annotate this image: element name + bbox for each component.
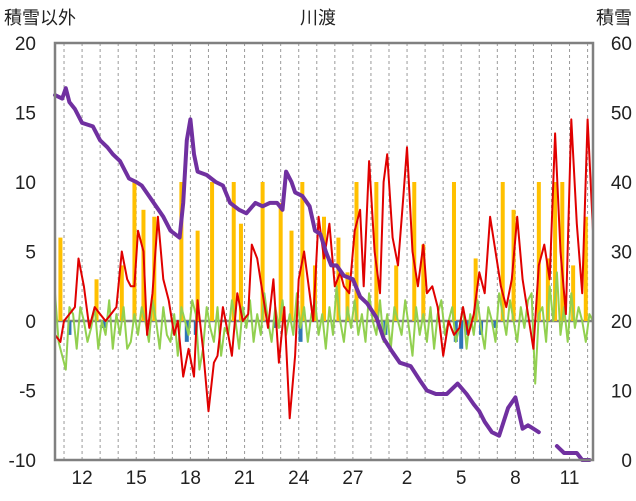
precipitation-bar [553, 182, 558, 321]
left-tick-label: -10 [9, 451, 36, 472]
right-tick-label: 60 [611, 34, 632, 55]
right-tick-label: 0 [621, 451, 632, 472]
plot-border [53, 41, 595, 462]
snowfall-bar [67, 321, 72, 335]
snowfall-bar [459, 321, 464, 349]
precipitation-bar [260, 182, 265, 321]
precipitation-bar [278, 202, 283, 321]
precipitation-bar [500, 182, 505, 321]
x-tick-label: 5 [456, 468, 467, 489]
precipitation-bar [473, 258, 478, 321]
x-tick-label: 27 [342, 468, 363, 489]
snow-depth-line [53, 86, 541, 438]
left-tick-label: 15 [15, 104, 36, 125]
precipitation-bar [231, 182, 236, 321]
precipitation-bar [322, 216, 326, 321]
precipitation-bar [119, 265, 124, 321]
left-tick-label: 20 [15, 34, 36, 55]
precipitation-bar [571, 265, 576, 321]
precipitation-bar [132, 182, 137, 321]
right-tick-label: 50 [611, 104, 632, 125]
precipitation-bar [300, 182, 305, 321]
precipitation-bar [238, 223, 243, 321]
precipitation-bar [354, 182, 359, 321]
x-tick-label: 24 [288, 468, 310, 489]
snowfall-bar [493, 321, 498, 328]
x-tick-label: 2 [402, 468, 413, 489]
snow-depth-line-tail [554, 444, 592, 462]
precipitation-bar [289, 230, 294, 321]
precipitation-bar [345, 272, 350, 321]
precipitation-bar [94, 279, 99, 321]
x-tick-label: 21 [234, 468, 255, 489]
temperature-alt-line [54, 271, 594, 385]
precipitation-bar [583, 216, 588, 321]
right-axis-label: 積雪 [596, 8, 632, 29]
x-tick-label: 18 [180, 468, 201, 489]
x-tick-label: 12 [72, 468, 93, 489]
precipitation-bar [179, 182, 184, 321]
precipitation-bar [412, 182, 417, 321]
precipitation-bar [394, 265, 399, 321]
right-tick-label: 20 [611, 312, 632, 333]
precipitation-bar [58, 237, 63, 321]
left-tick-label: 10 [15, 173, 36, 194]
right-tick-label: 40 [611, 173, 632, 194]
snowfall-bar [273, 321, 278, 328]
snowfall-bar [298, 321, 303, 342]
right-tick-label: 10 [611, 382, 632, 403]
x-tick-label: 11 [560, 468, 580, 489]
precipitation-bar [545, 258, 550, 321]
x-tick-label: 8 [510, 468, 521, 489]
x-tick-label: 15 [126, 468, 147, 489]
precipitation-bar [451, 182, 456, 321]
right-tick-label: 30 [611, 243, 632, 264]
precipitation-bar [195, 230, 200, 321]
precipitation-bar [374, 182, 379, 321]
left-tick-label: 5 [25, 243, 36, 264]
temperature-line [54, 118, 594, 420]
left-axis-label: 積雪以外 [4, 8, 76, 29]
precipitation-bar [560, 182, 565, 321]
left-tick-label: 0 [25, 312, 36, 333]
chart-title: 川渡 [300, 8, 336, 29]
precipitation-bar [536, 182, 541, 321]
left-tick-label: -5 [19, 382, 36, 403]
precipitation-bar [421, 244, 426, 321]
precipitation-bar [210, 182, 215, 321]
